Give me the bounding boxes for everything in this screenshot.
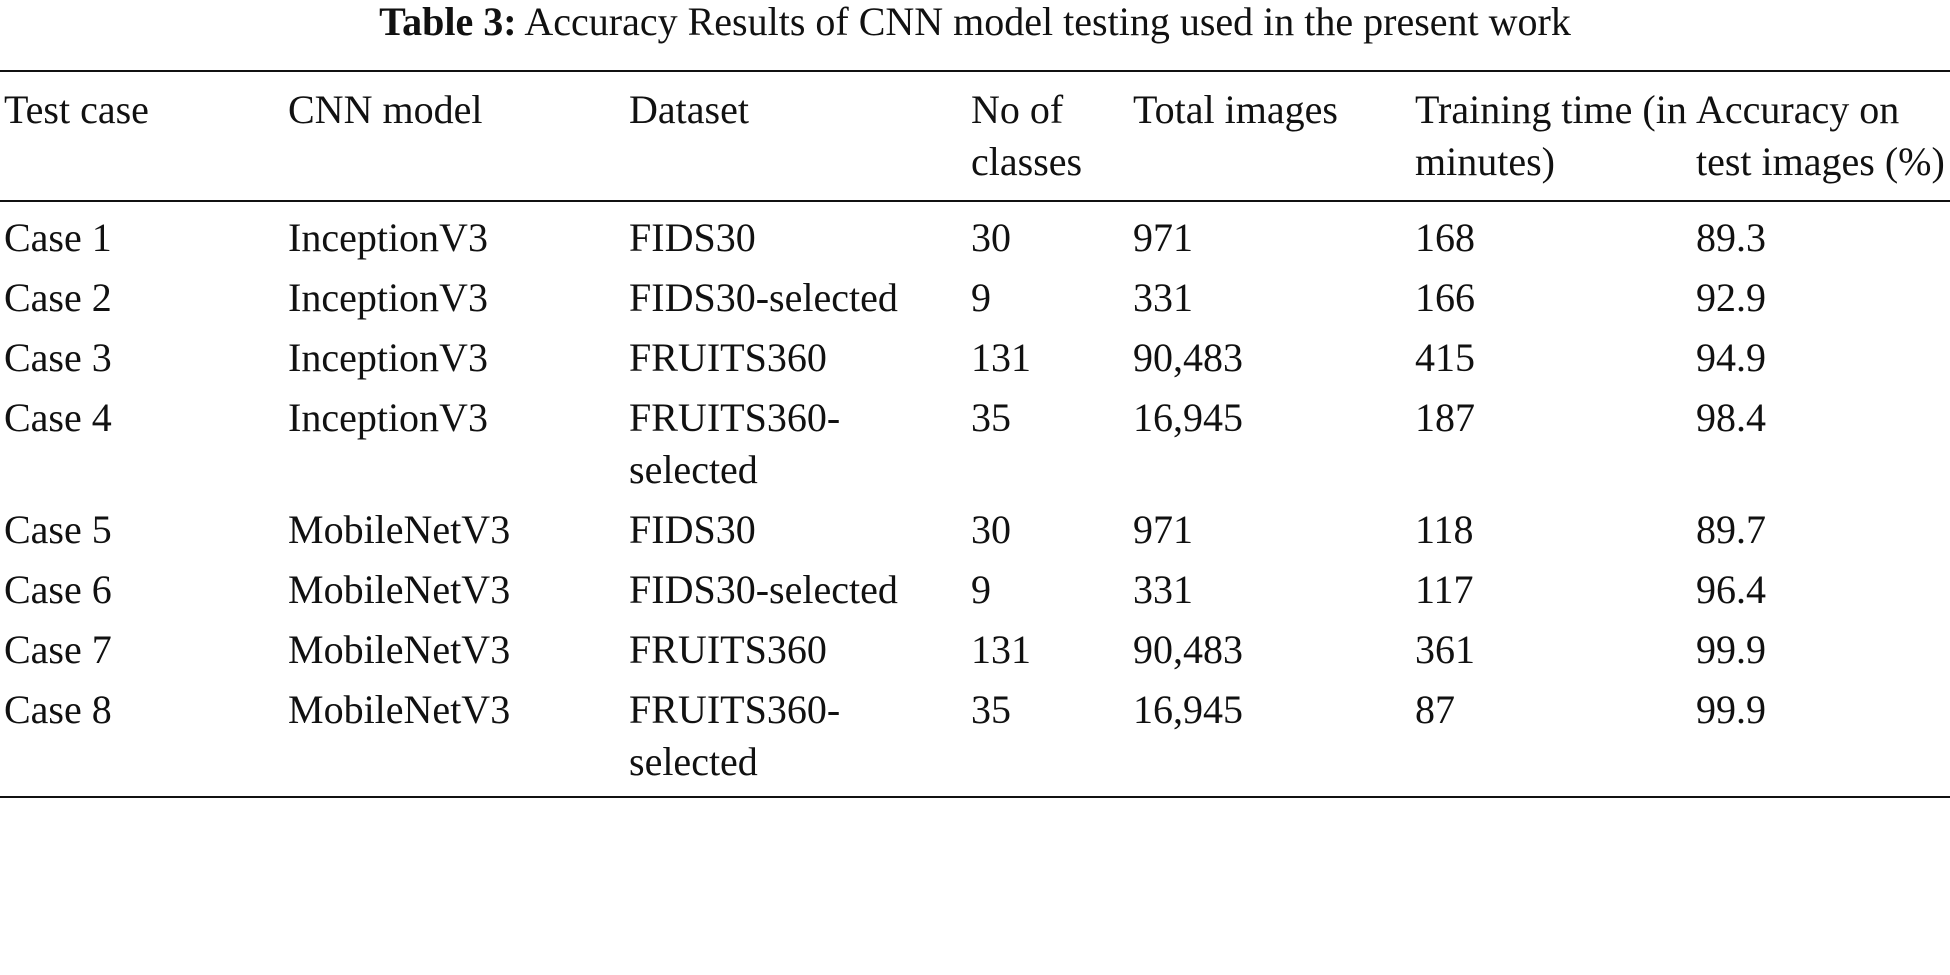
cell-accuracy: 96.4: [1696, 567, 1766, 612]
cell-cnn-model: MobileNetV3: [288, 567, 511, 612]
cell-test-case: Case 8: [4, 687, 112, 732]
table-caption-label: Table 3:: [379, 0, 517, 44]
cell-no-of-classes: 9: [971, 567, 991, 612]
cell-accuracy: 92.9: [1696, 275, 1766, 320]
cell-no-of-classes: 35: [971, 395, 1011, 440]
table-header: Test case CNN model Dataset No of classe…: [0, 71, 1950, 201]
cell-accuracy: 99.9: [1696, 627, 1766, 672]
cell-test-case: Case 3: [4, 335, 112, 380]
cell-training-time: 187: [1415, 395, 1475, 440]
table-row: Case 2 InceptionV3 FIDS30-selected 9 331…: [0, 272, 1950, 332]
cell-accuracy: 89.3: [1696, 215, 1766, 260]
cell-total-images: 16,945: [1133, 687, 1243, 732]
table-row: Case 5 MobileNetV3 FIDS30 30 971 118 89.…: [0, 504, 1950, 564]
cell-dataset: FIDS30: [629, 507, 756, 552]
header-cnn-model: CNN model: [288, 87, 483, 132]
cell-training-time: 361: [1415, 627, 1475, 672]
header-row: Test case CNN model Dataset No of classe…: [0, 71, 1950, 201]
table-caption-text: Accuracy Results of CNN model testing us…: [524, 0, 1571, 44]
table-row: Case 6 MobileNetV3 FIDS30-selected 9 331…: [0, 564, 1950, 624]
cell-cnn-model: InceptionV3: [288, 215, 488, 260]
table-row: Case 3 InceptionV3 FRUITS360 131 90,483 …: [0, 332, 1950, 392]
cell-training-time: 168: [1415, 215, 1475, 260]
cell-total-images: 971: [1133, 507, 1193, 552]
header-test-case: Test case: [4, 87, 149, 132]
cell-test-case: Case 5: [4, 507, 112, 552]
cell-no-of-classes: 35: [971, 687, 1011, 732]
cell-total-images: 90,483: [1133, 335, 1243, 380]
cell-training-time: 415: [1415, 335, 1475, 380]
table-caption: Table 3: Accuracy Results of CNN model t…: [0, 0, 1950, 44]
cell-cnn-model: InceptionV3: [288, 275, 488, 320]
header-training-time: Training time (in minutes): [1415, 87, 1687, 184]
cell-no-of-classes: 131: [971, 335, 1031, 380]
table-row: Case 1 InceptionV3 FIDS30 30 971 168 89.…: [0, 201, 1950, 272]
header-accuracy: Accuracy on test images (%): [1696, 87, 1945, 184]
cell-accuracy: 89.7: [1696, 507, 1766, 552]
cell-dataset: FRUITS360-selected: [629, 395, 841, 492]
cell-cnn-model: InceptionV3: [288, 395, 488, 440]
cell-accuracy: 94.9: [1696, 335, 1766, 380]
table-body: Case 1 InceptionV3 FIDS30 30 971 168 89.…: [0, 201, 1950, 797]
cell-total-images: 331: [1133, 275, 1193, 320]
cell-test-case: Case 1: [4, 215, 112, 260]
cell-no-of-classes: 131: [971, 627, 1031, 672]
cell-total-images: 90,483: [1133, 627, 1243, 672]
cell-no-of-classes: 30: [971, 215, 1011, 260]
cell-dataset: FIDS30-selected: [629, 567, 898, 612]
cell-cnn-model: MobileNetV3: [288, 687, 511, 732]
cell-test-case: Case 2: [4, 275, 112, 320]
cell-training-time: 166: [1415, 275, 1475, 320]
results-table: Test case CNN model Dataset No of classe…: [0, 70, 1950, 798]
header-dataset: Dataset: [629, 87, 749, 132]
cell-total-images: 971: [1133, 215, 1193, 260]
cell-total-images: 16,945: [1133, 395, 1243, 440]
cell-dataset: FRUITS360: [629, 627, 827, 672]
table-row: Case 8 MobileNetV3 FRUITS360-selected 35…: [0, 684, 1950, 797]
cell-training-time: 118: [1415, 507, 1474, 552]
cell-cnn-model: InceptionV3: [288, 335, 488, 380]
cell-accuracy: 98.4: [1696, 395, 1766, 440]
cell-dataset: FIDS30-selected: [629, 275, 898, 320]
cell-training-time: 117: [1415, 567, 1474, 612]
table-row: Case 7 MobileNetV3 FRUITS360 131 90,483 …: [0, 624, 1950, 684]
header-total-images: Total images: [1133, 87, 1338, 132]
cell-test-case: Case 4: [4, 395, 112, 440]
cell-training-time: 87: [1415, 687, 1455, 732]
cell-test-case: Case 7: [4, 627, 112, 672]
cell-cnn-model: MobileNetV3: [288, 627, 511, 672]
header-no-of-classes: No of classes: [971, 87, 1083, 184]
cell-no-of-classes: 30: [971, 507, 1011, 552]
cell-no-of-classes: 9: [971, 275, 991, 320]
cell-accuracy: 99.9: [1696, 687, 1766, 732]
cell-dataset: FIDS30: [629, 215, 756, 260]
table-row: Case 4 InceptionV3 FRUITS360-selected 35…: [0, 392, 1950, 504]
cell-dataset: FRUITS360-selected: [629, 687, 841, 784]
cell-total-images: 331: [1133, 567, 1193, 612]
cell-cnn-model: MobileNetV3: [288, 507, 511, 552]
cell-test-case: Case 6: [4, 567, 112, 612]
cell-dataset: FRUITS360: [629, 335, 827, 380]
